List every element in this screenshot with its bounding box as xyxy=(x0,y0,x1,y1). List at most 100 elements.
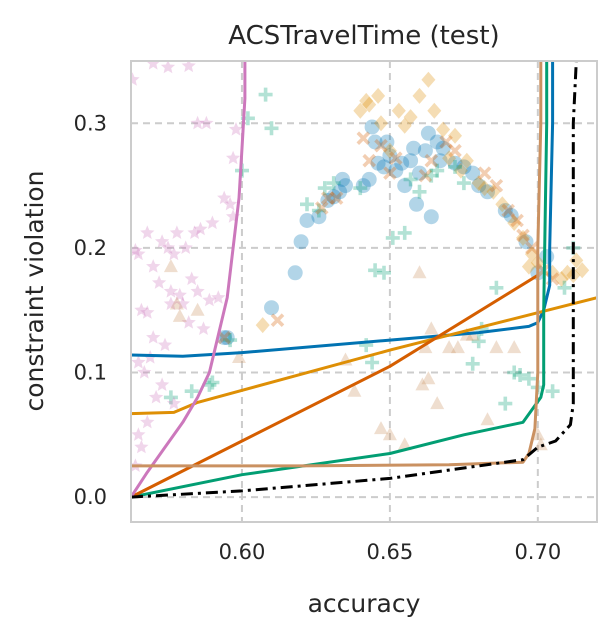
scatter-point-star xyxy=(190,115,205,130)
scatter-point-diamond xyxy=(495,196,510,213)
scatter-point-diamond xyxy=(554,271,569,287)
scatter-point-circle xyxy=(409,196,424,212)
scatter-point-diamond xyxy=(353,102,368,119)
scatter-point-cross xyxy=(418,168,433,183)
scatter-point-cross xyxy=(315,201,329,215)
scatter-point-star xyxy=(211,290,226,304)
scatter-point-star xyxy=(134,302,149,317)
scatter-point-circle xyxy=(432,153,448,169)
scatter-point-circle xyxy=(287,265,303,281)
scatter-point-plus xyxy=(471,334,486,349)
x-tick-label: 0.60 xyxy=(219,540,266,564)
scatter-point-plus xyxy=(326,176,341,191)
scatter-point-star xyxy=(196,321,211,335)
scatter-point-circle xyxy=(364,119,380,135)
scatter-point-star xyxy=(140,225,155,239)
line-series xyxy=(131,61,549,499)
scatter-point-diamond xyxy=(507,215,522,231)
scatter-point-star xyxy=(205,215,220,230)
scatter-point-circle xyxy=(420,125,436,141)
line-series xyxy=(131,61,555,358)
scatter-point-cross xyxy=(424,153,439,168)
scatter-point-diamond xyxy=(371,87,386,104)
scatter-point-circle xyxy=(379,134,395,150)
scatter-point-star xyxy=(222,196,238,211)
scatter-point-cross xyxy=(477,166,492,180)
scatter-point-cross xyxy=(525,241,539,255)
scatter-point-circle xyxy=(406,140,422,156)
scatter-point-triangle xyxy=(424,321,439,335)
scatter-point-plus xyxy=(412,184,427,199)
scatter-point-star xyxy=(160,240,176,254)
scatter-point-triangle xyxy=(163,259,178,273)
scatter-point-triangle xyxy=(232,350,246,363)
scatter-point-circle xyxy=(394,155,410,171)
scatter-point-star xyxy=(160,61,176,74)
scatter-point-star xyxy=(146,61,161,70)
scatter-point-triangle xyxy=(480,412,495,426)
scatter-point-cross xyxy=(516,228,530,243)
scatter-point-plus xyxy=(456,176,471,191)
scatter-point-star xyxy=(140,305,155,319)
scatter-point-diamond xyxy=(521,258,536,275)
scatter-point-star xyxy=(146,259,161,273)
scatter-point-star xyxy=(190,284,205,298)
scatter-point-circle xyxy=(435,140,451,156)
scatter-point-circle xyxy=(497,203,513,218)
scatter-point-circle xyxy=(219,330,235,346)
scatter-point-diamond xyxy=(374,115,388,132)
x-axis-label: accuracy xyxy=(308,589,421,618)
scatter-point-diamond xyxy=(486,183,501,200)
scatter-point-cross xyxy=(439,135,453,149)
scatter-point-plus xyxy=(205,375,220,390)
scatter-point-diamond xyxy=(516,229,530,246)
scatter-point-circle xyxy=(397,178,413,194)
plot-frame xyxy=(130,60,598,523)
scatter-point-circle xyxy=(216,330,232,346)
scatter-point-diamond xyxy=(412,87,427,104)
scatter-point-star xyxy=(166,396,182,410)
scatter-point-plus xyxy=(430,163,445,178)
scatter-point-star xyxy=(178,240,193,254)
scatter-point-circle xyxy=(293,234,309,250)
scatter-point-circle xyxy=(326,189,342,205)
scatter-point-star xyxy=(131,355,146,369)
scatter-point-diamond xyxy=(359,92,374,109)
scatter-point-star xyxy=(199,115,214,130)
scatter-point-star xyxy=(140,414,155,429)
scatter-point-triangle xyxy=(415,377,430,391)
scatter-point-cross xyxy=(510,213,524,228)
scatter-point-star xyxy=(184,271,199,286)
scatter-point-triangle xyxy=(507,340,522,354)
y-tick-label: 0.0 xyxy=(74,485,107,509)
scatter-point-circle xyxy=(361,171,377,187)
scatter-point-diamond xyxy=(427,102,442,119)
scatter-point-triangle xyxy=(172,308,187,322)
scatter-point-diamond xyxy=(436,121,451,138)
scatter-point-star xyxy=(163,296,179,311)
scatter-point-cross xyxy=(321,191,335,205)
scatter-point-triangle xyxy=(374,421,388,435)
scatter-point-cross xyxy=(362,153,376,168)
scatter-point-circle xyxy=(480,184,495,200)
scatter-point-diamond xyxy=(459,152,474,169)
scatter-point-star xyxy=(151,275,167,289)
scatter-point-triangle xyxy=(489,340,504,354)
scatter-point-circle xyxy=(465,165,481,181)
scatter-point-plus xyxy=(377,265,391,280)
scatter-point-circle xyxy=(355,178,371,194)
line-series xyxy=(131,61,247,498)
scatter-point-diamond xyxy=(442,150,457,167)
scatter-point-plus xyxy=(397,225,412,240)
scatter-point-plus xyxy=(359,338,374,353)
scatter-point-circle xyxy=(429,134,445,150)
scatter-point-circle xyxy=(382,148,398,164)
scatter-point-circle xyxy=(376,159,392,175)
scatter-point-plus xyxy=(507,365,522,380)
x-tick-label: 0.70 xyxy=(514,540,561,564)
y-tick-label: 0.1 xyxy=(74,360,107,384)
y-tick-label: 0.2 xyxy=(74,236,107,260)
scatter-point-star xyxy=(148,389,164,404)
scatter-point-plus xyxy=(545,384,560,399)
